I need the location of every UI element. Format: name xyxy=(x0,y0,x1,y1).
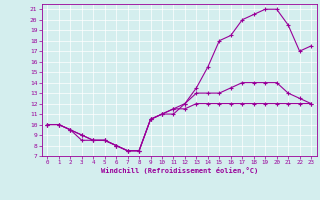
X-axis label: Windchill (Refroidissement éolien,°C): Windchill (Refroidissement éolien,°C) xyxy=(100,167,258,174)
